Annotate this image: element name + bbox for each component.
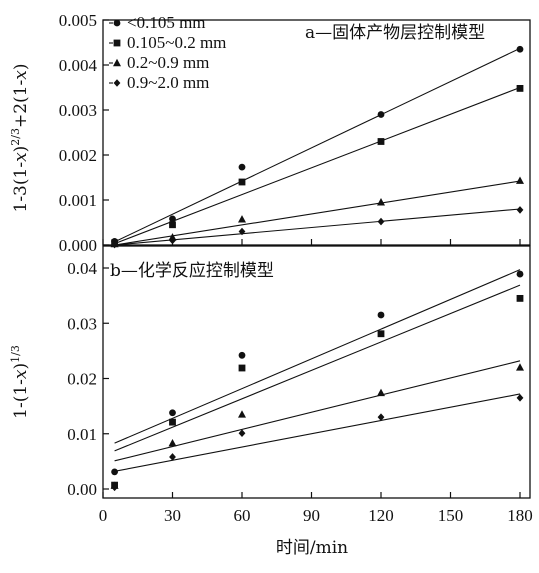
x-tick-label: 120: [368, 506, 394, 525]
legend-marker: [113, 79, 121, 87]
data-point: [377, 330, 385, 338]
data-point: [377, 413, 385, 421]
data-point: [377, 138, 385, 145]
data-point: [169, 236, 176, 245]
data-point: [377, 311, 385, 319]
ylabel-var: x: [11, 369, 31, 379]
ylabel-part: 1-3(1-: [11, 162, 31, 213]
data-point: [516, 270, 524, 278]
data-point: [377, 198, 385, 206]
data-point: [111, 468, 118, 476]
ylabel-exponent: 2/3: [9, 128, 22, 146]
data-point: [238, 163, 246, 171]
data-point: [377, 388, 385, 397]
data-point: [169, 221, 176, 229]
data-point: [238, 215, 246, 223]
x-tick-label: 30: [164, 506, 181, 525]
data-point: [111, 240, 118, 249]
fit-line: [114, 360, 521, 462]
plot-frame: [102, 19, 531, 246]
x-tick-label: 90: [303, 506, 320, 525]
data-point: [516, 294, 524, 302]
fit-line: [114, 180, 521, 246]
data-point: [238, 178, 246, 186]
y-tick-label: 0.005: [59, 11, 97, 30]
x-axis-label: 时间/min: [276, 538, 348, 558]
fit-line: [114, 393, 521, 472]
y-tick-label: 0.03: [67, 314, 97, 333]
y-axis-label-a: 1-3(1-x)2/3+2(1-x): [9, 63, 31, 212]
data-point: [169, 453, 176, 461]
ylabel-var: x: [11, 70, 31, 80]
data-point: [516, 363, 524, 371]
fit-line: [114, 208, 521, 246]
fit-line: [114, 47, 521, 243]
y-tick-label: 0.000: [59, 236, 97, 255]
y-tick-label: 0.04: [67, 259, 97, 278]
data-point: [516, 176, 524, 184]
data-point: [238, 351, 246, 359]
legend-label: 0.9~2.0 mm: [127, 73, 209, 92]
x-tick-label: 180: [507, 506, 533, 525]
panel-b-plot: 0.00 0.01 0.02 0.03 0.04 0 30 60 90 120 150 180 b—化学…: [67, 245, 533, 525]
x-tick-label: 0: [99, 506, 108, 525]
panel-title: a—固体产物层控制模型: [305, 23, 485, 43]
data-point: [516, 206, 524, 214]
plot-frame: [102, 245, 531, 499]
data-point: [169, 409, 176, 417]
fit-line: [114, 86, 521, 245]
panel-a-plot: 0.000 0.001 0.002 0.003 0.004 0.005 a—固体产物层控制模…: [59, 11, 531, 255]
y-tick-label: 0.003: [59, 101, 97, 120]
legend: <0.105 mm0.105~0.2 mm0.2~0.9 mm0.9~2.0 m…: [109, 13, 226, 92]
ylabel-part: ): [11, 363, 31, 370]
data-point: [377, 217, 385, 226]
data-point: [238, 429, 246, 437]
ylabel-part: +2(1-: [11, 80, 31, 128]
legend-marker: [113, 58, 121, 67]
data-point: [516, 394, 524, 402]
legend-label: 0.105~0.2 mm: [127, 33, 226, 52]
data-point: [169, 418, 176, 426]
data-point: [111, 483, 118, 492]
data-point: [238, 364, 246, 372]
y-tick-label: 0.01: [67, 425, 97, 444]
y-tick-label: 0.004: [59, 56, 98, 75]
ylabel-part: 1-(1-: [11, 379, 31, 419]
y-axis-label-b: 1-(1-x)1/3: [9, 345, 31, 419]
legend-marker: [113, 19, 121, 27]
data-point: [238, 410, 246, 418]
x-tick-label: 150: [438, 506, 464, 525]
ylabel-part: ): [11, 146, 31, 153]
legend-label: <0.105 mm: [127, 13, 206, 32]
y-tick-label: 0.001: [59, 191, 97, 210]
ylabel-var: x: [11, 152, 31, 162]
y-tick-label: 0.02: [67, 370, 97, 389]
data-point: [516, 45, 524, 53]
y-tick-label: 0.00: [67, 480, 97, 499]
panel-title: b—化学反应控制模型: [110, 261, 274, 281]
ylabel-exponent: 1/3: [9, 345, 22, 363]
legend-marker: [113, 39, 121, 47]
data-point: [377, 111, 385, 118]
data-point: [516, 85, 524, 92]
data-point: [168, 438, 177, 447]
legend-label: 0.2~0.9 mm: [127, 53, 209, 72]
x-tick-label: 60: [234, 506, 251, 525]
ylabel-part: ): [11, 63, 31, 70]
fit-line: [114, 269, 521, 444]
data-point: [238, 227, 246, 236]
y-tick-label: 0.002: [59, 146, 97, 165]
fit-line: [114, 284, 521, 452]
